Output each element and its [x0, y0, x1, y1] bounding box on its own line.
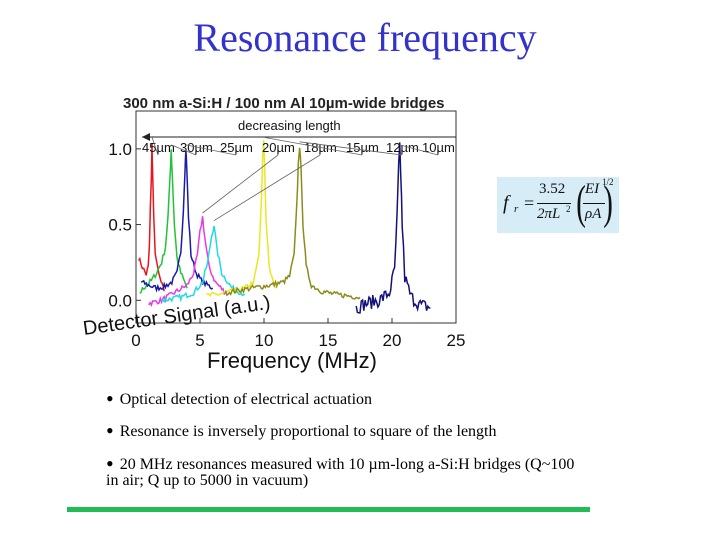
formula-denominator: 2πL [537, 206, 561, 222]
bullet-text: Resonance is inversely proportional to s… [119, 423, 497, 440]
chart-title: 300 nm a-Si:H / 100 nm Al 10µm-wide brid… [123, 95, 445, 112]
bullet-1: • Optical detection of electrical actuati… [106, 386, 372, 412]
peak-length-label: 30µm [180, 140, 213, 155]
bullet-dot: • [106, 418, 114, 443]
accent-line [67, 507, 590, 512]
peak-length-label: 12µm [386, 140, 419, 155]
y-tick-label: 1.0 [108, 140, 132, 159]
peak-leader-line [202, 154, 279, 214]
formula-inner-bar [583, 203, 605, 204]
formula-right-paren: ) [603, 176, 613, 229]
x-tick-label: 5 [195, 331, 204, 350]
annotation-arrowhead [142, 133, 150, 141]
bullet-text: Optical detection of electrical actuatio… [119, 391, 373, 408]
slide-title: Resonance frequency [193, 15, 537, 60]
peak-leader-line [185, 144, 237, 156]
peak-length-label: 25µm [220, 140, 253, 155]
formula-equals: = [524, 193, 535, 213]
bullet-3: • 20 MHz resonances measured with 10 µm-l… [106, 451, 574, 477]
formula-left-paren: ( [576, 176, 586, 229]
peak-length-label: 45µm [142, 140, 175, 155]
plot-frame [135, 110, 457, 324]
annotation-label: decreasing length [238, 118, 341, 133]
bullet-3-continued: in air; Q up to 5000 in vacuum) [106, 472, 308, 490]
bullet-text: 20 MHz resonances measured with 10 µm-lo… [119, 456, 575, 473]
formula-denominator-sup: 2 [566, 204, 571, 214]
series-line [140, 150, 214, 293]
x-tick-label: 25 [447, 331, 466, 350]
x-axis-label: Frequency (MHz) [207, 348, 377, 373]
x-tick-label: 10 [255, 331, 274, 350]
series-line [355, 142, 431, 314]
bullet-text: in air; Q up to 5000 in vacuum) [106, 472, 309, 489]
formula-inner-den: ρA [585, 206, 602, 222]
resonance-formula: f r = 3.52 2πL 2 ( EI ρA ) 1/2 [497, 176, 619, 233]
peak-length-label: 20µm [262, 140, 295, 155]
series-line [137, 143, 165, 292]
peak-leader-line [263, 136, 363, 156]
series-line [224, 147, 361, 300]
series-line [161, 225, 246, 303]
formula-lhs-sub: r [514, 203, 519, 215]
formula-inner-num: EI [585, 181, 600, 197]
peak-leader-line [171, 144, 197, 156]
peak-leader-line [213, 154, 321, 221]
y-tick-label: 0.0 [108, 291, 132, 310]
resonance-chart: 300 nm a-Si:H / 100 nm Al 10µm-wide brid… [82, 95, 466, 373]
x-tick-label: 20 [383, 331, 402, 350]
peak-length-label: 10µm [422, 140, 455, 155]
bullet-dot: • [106, 451, 114, 476]
bullet-2: • Resonance is inversely proportional to … [106, 418, 497, 444]
series-line [148, 216, 227, 308]
x-tick-label: 15 [319, 331, 338, 350]
x-tick-label: 0 [131, 331, 140, 350]
formula-exponent: 1/2 [602, 177, 614, 187]
formula-lhs: f [503, 192, 509, 214]
formula-numerator: 3.52 [539, 181, 566, 197]
formula-fraction-bar [537, 203, 571, 204]
y-tick-label: 0.5 [108, 216, 132, 235]
peak-leader-line [299, 141, 403, 156]
peak-leader-line [151, 137, 159, 156]
bullet-dot: • [106, 386, 114, 411]
plot-area: 0 5 10 15 20 25 0.0 0.5 1.0 decreasing length 45µm… [82, 110, 466, 350]
peak-leader-line [399, 144, 439, 156]
